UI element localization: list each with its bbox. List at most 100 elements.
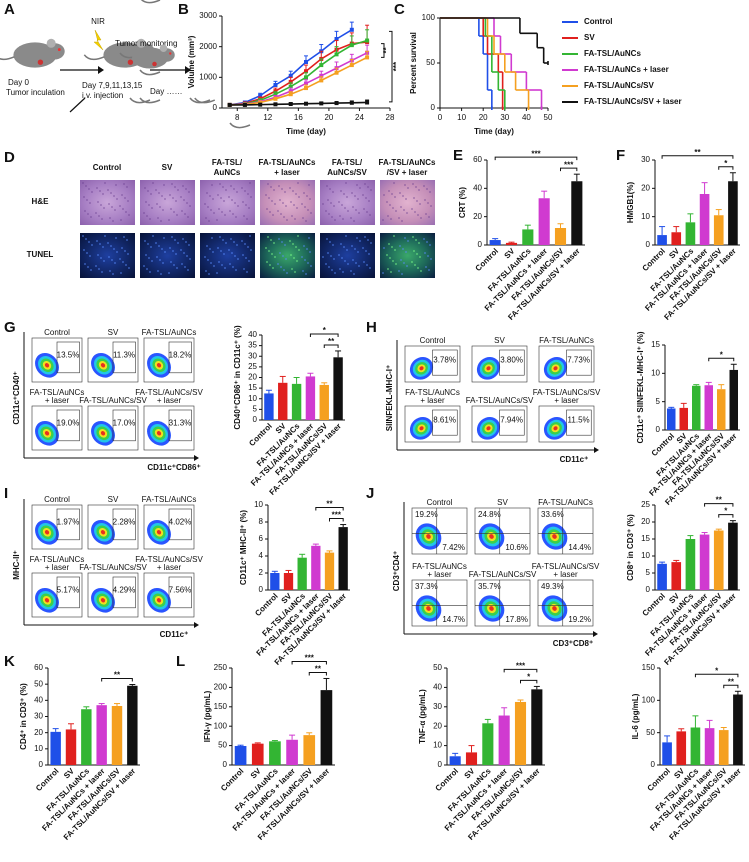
he-texture: [209, 195, 211, 197]
y-axis-label: Volume (mm³): [187, 35, 196, 88]
bracket: [708, 357, 735, 362]
tunel-texture: [388, 243, 390, 245]
x-tick-label: Control: [219, 767, 245, 793]
he-texture: [340, 190, 342, 192]
he-texture: [102, 193, 104, 195]
schematic-label: Tumor inculation: [6, 88, 65, 97]
cell-title: FA-TSL/AuNCs: [538, 498, 593, 507]
point: [349, 63, 354, 68]
tunel-texture: [419, 256, 421, 258]
tunel-texture: [185, 241, 187, 243]
he-texture: [401, 220, 403, 222]
flow-density: [100, 363, 106, 368]
tunel-texture: [100, 257, 102, 259]
y-tick-label: 0: [253, 415, 258, 424]
bar: [320, 690, 333, 765]
tunel-texture: [269, 264, 271, 266]
flow-density: [489, 534, 494, 539]
y-axis-label: IFN-γ (pg/mL): [203, 690, 212, 742]
x-tick-label: Control: [247, 422, 273, 448]
he-texture: [211, 184, 213, 186]
y-tick-label: 15: [641, 534, 650, 543]
bracket: [694, 673, 739, 678]
tunel-texture: [267, 236, 269, 238]
y-tick-label: 25: [641, 500, 650, 509]
bar: [505, 242, 518, 245]
gate-percent: 4.02%: [169, 518, 192, 527]
tunel-texture: [248, 260, 250, 262]
he-texture: [330, 202, 332, 204]
he-texture: [399, 192, 401, 194]
x-tick-label: Control: [434, 767, 460, 793]
he-texture: [302, 217, 304, 219]
gate: [56, 508, 80, 541]
he-texture: [382, 219, 384, 221]
gate: [112, 409, 136, 442]
he-texture: [84, 210, 86, 212]
arrow-head: [594, 447, 599, 453]
he-texture: [146, 215, 148, 217]
he-texture: [310, 212, 312, 214]
tunel-texture: [382, 272, 384, 274]
he-texture: [325, 210, 327, 212]
cell-title: FA-TSL/AuNCs: [30, 555, 85, 564]
gate: [112, 341, 136, 374]
y-tick-label: 250: [214, 663, 228, 672]
y-axis-label: CD4⁺ in CD3⁺ (%): [19, 683, 28, 750]
he-texture: [339, 215, 341, 217]
he-texture: [231, 199, 233, 201]
cell-title: FA-TSL/AuNCs/SV: [532, 562, 600, 571]
bar: [303, 735, 316, 765]
tunel-texture: [156, 256, 158, 258]
he-texture: [182, 185, 184, 187]
column-header: + laser: [274, 168, 300, 177]
bar: [718, 730, 729, 765]
tunel-texture: [103, 260, 105, 262]
panel-label: I: [4, 485, 8, 502]
bracket: [560, 167, 578, 172]
tunel-texture: [250, 249, 252, 251]
he-texture: [365, 197, 367, 199]
he-texture: [277, 210, 279, 212]
he-texture: [170, 208, 172, 210]
gate-percent: 3.80%: [500, 356, 523, 365]
tunel-texture: [211, 237, 213, 239]
series-line: [229, 101, 368, 106]
he-texture: [221, 211, 223, 213]
tunel-texture: [151, 260, 153, 262]
tunel-texture: [351, 245, 353, 247]
y-axis-label: CD8⁺ in CD3⁺ (%): [626, 514, 635, 581]
he-texture: [82, 182, 84, 184]
he-texture: [237, 205, 239, 207]
bar: [65, 729, 77, 765]
bracket: [323, 344, 339, 348]
tunel-texture: [122, 261, 124, 263]
tunel-texture: [169, 247, 171, 249]
he-texture: [388, 190, 390, 192]
he-texture: [241, 187, 243, 189]
panel-label: D: [4, 149, 15, 166]
column-header: FA-TSL/: [212, 158, 243, 167]
bar: [96, 705, 107, 765]
tunel-texture: [295, 246, 297, 248]
gate-percent: 7.42%: [442, 543, 465, 552]
he-texture: [404, 184, 406, 186]
he-texture: [96, 187, 98, 189]
he-texture: [405, 198, 407, 200]
tunel-texture: [245, 257, 247, 259]
bracket: [503, 668, 538, 673]
tunel-image: [80, 233, 135, 278]
he-texture: [187, 216, 189, 218]
point: [349, 43, 354, 48]
he-texture: [297, 182, 299, 184]
y-tick-label: 0: [39, 760, 44, 769]
significance: **: [315, 665, 322, 674]
he-texture: [350, 217, 352, 219]
he-texture: [212, 198, 214, 200]
significance: **: [716, 496, 723, 505]
y-tick-label: 6: [259, 534, 264, 543]
he-texture: [175, 200, 177, 202]
bracket: [718, 166, 734, 170]
tunel-image: [260, 233, 315, 278]
he-texture: [245, 204, 247, 206]
